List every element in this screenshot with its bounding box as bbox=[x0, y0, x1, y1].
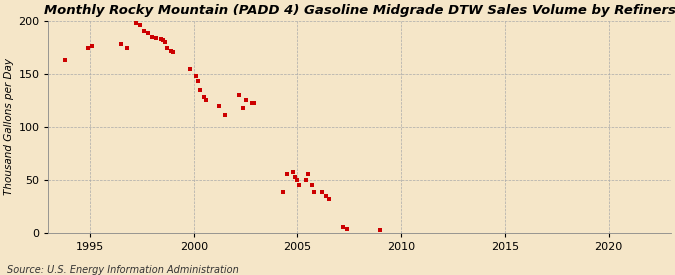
Point bbox=[317, 190, 328, 195]
Point bbox=[192, 79, 203, 84]
Point bbox=[151, 36, 162, 40]
Point bbox=[281, 172, 292, 177]
Point bbox=[198, 95, 209, 100]
Point bbox=[277, 190, 288, 195]
Point bbox=[115, 42, 126, 46]
Point bbox=[142, 31, 153, 35]
Point bbox=[159, 40, 170, 45]
Text: Source: U.S. Energy Information Administration: Source: U.S. Energy Information Administ… bbox=[7, 265, 238, 275]
Point bbox=[157, 38, 168, 42]
Point bbox=[146, 35, 157, 39]
Point bbox=[130, 21, 141, 25]
Point bbox=[308, 190, 319, 195]
Point bbox=[155, 37, 166, 41]
Point bbox=[234, 93, 245, 97]
Point bbox=[342, 227, 352, 232]
Point bbox=[338, 225, 348, 229]
Point bbox=[59, 58, 70, 62]
Point bbox=[134, 23, 145, 28]
Point bbox=[240, 98, 251, 103]
Point bbox=[300, 177, 311, 182]
Point bbox=[294, 183, 305, 187]
Point bbox=[167, 50, 178, 54]
Point bbox=[200, 98, 211, 103]
Point bbox=[248, 100, 259, 105]
Point bbox=[288, 170, 298, 175]
Y-axis label: Thousand Gallons per Day: Thousand Gallons per Day bbox=[4, 58, 14, 195]
Point bbox=[122, 45, 133, 50]
Point bbox=[302, 172, 313, 177]
Point bbox=[82, 45, 93, 50]
Point bbox=[246, 100, 257, 105]
Point bbox=[161, 45, 172, 50]
Point bbox=[194, 88, 205, 92]
Point bbox=[321, 193, 332, 198]
Point bbox=[219, 113, 230, 117]
Point bbox=[238, 106, 249, 110]
Point bbox=[292, 177, 303, 182]
Point bbox=[323, 197, 334, 201]
Point bbox=[184, 67, 195, 71]
Point bbox=[306, 183, 317, 187]
Point bbox=[165, 48, 176, 53]
Point bbox=[138, 28, 149, 33]
Point bbox=[290, 174, 301, 179]
Point bbox=[213, 103, 224, 108]
Point bbox=[86, 44, 97, 49]
Point bbox=[375, 228, 386, 233]
Point bbox=[190, 74, 201, 78]
Title: Monthly Rocky Mountain (PADD 4) Gasoline Midgrade DTW Sales Volume by Refiners: Monthly Rocky Mountain (PADD 4) Gasoline… bbox=[44, 4, 675, 17]
